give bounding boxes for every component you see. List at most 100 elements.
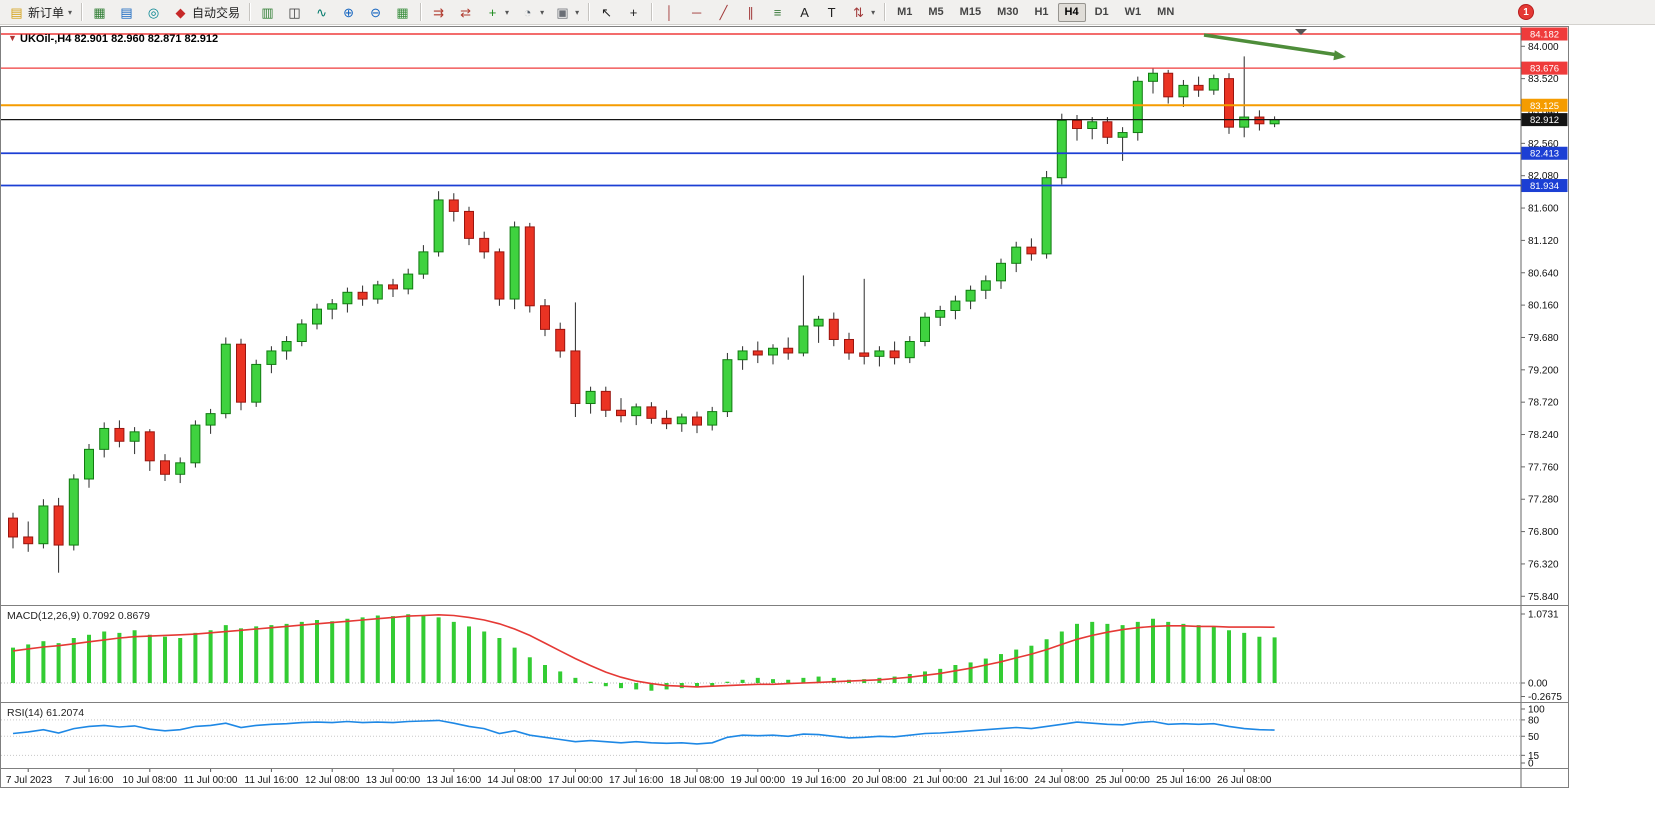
chart-window: 84.000 83.520 83.040 82.560 82.080 81.600 81.1… bbox=[0, 26, 1569, 788]
price-axis-label: 78.720 bbox=[1528, 398, 1559, 409]
label-tool-button[interactable]: T bbox=[818, 2, 845, 23]
templates-button[interactable]: ▣ ▾ bbox=[549, 2, 584, 23]
price-axis-label: 83.520 bbox=[1528, 74, 1559, 85]
macd-label: MACD(12,26,9) 0.7092 0.8679 bbox=[7, 610, 150, 622]
rsi-axis-label: 80 bbox=[1528, 715, 1540, 726]
macd-axis-label: -0.2675 bbox=[1528, 692, 1562, 703]
timeframe-d1-button[interactable]: D1 bbox=[1094, 6, 1109, 18]
time-axis-label: 20 Jul 08:00 bbox=[852, 775, 907, 786]
time-axis-label: 13 Jul 00:00 bbox=[366, 775, 421, 786]
indicators-icon: + bbox=[488, 4, 497, 20]
periods-button[interactable]: ◔ ▾ bbox=[514, 2, 549, 23]
time-axis-panel[interactable]: 7 Jul 2023 7 Jul 16:00 10 Jul 08:00 11 Jul … bbox=[1, 768, 1568, 788]
macd-indicator-panel[interactable]: 1.0731 0.00 -0.2675 MACD(12,26,9) 0.7092 0.… bbox=[1, 605, 1568, 703]
time-axis-label: 19 Jul 00:00 bbox=[731, 775, 786, 786]
line-chart-type-button[interactable]: ∿ bbox=[308, 2, 335, 23]
auto-trading-icon: ◆ bbox=[175, 4, 186, 20]
cursor-tool-button[interactable]: ↖ bbox=[593, 2, 620, 23]
timeframe-h1-button[interactable]: H1 bbox=[1034, 6, 1049, 18]
chart-title: ▼ UKOil-,H4 82.901 82.960 82.871 82.912 bbox=[8, 33, 218, 45]
market-watch-button[interactable]: ▤ bbox=[113, 2, 140, 23]
price-tag: 83.676 bbox=[1530, 64, 1559, 75]
main-toolbar: ▤ 新订单 ▾ ▦ ▤ ◎ ◆ 自动交易 ▥ ◫ ∿ ⊕ ⊖ ▦ ⇉ ⇄ + ▾ ◔ ▾ ▣ ▾ ↖ + │ ─ ╱ ∥ ≡ A T ⇅ ▾ M1… bbox=[0, 0, 1655, 25]
price-lines-layer[interactable]: 84.182 83.676 83.125 82.912 82.413 81.934 bbox=[1, 27, 1568, 193]
fibonacci-tool-button[interactable]: ≡ bbox=[764, 2, 791, 23]
macd-axis[interactable]: 1.0731 0.00 -0.2675 bbox=[1520, 606, 1562, 703]
time-axis-label: 12 Jul 08:00 bbox=[305, 775, 360, 786]
price-axis-label: 81.120 bbox=[1528, 236, 1559, 247]
vertical-line-tool-button[interactable]: │ bbox=[656, 2, 683, 23]
candlesticks-layer bbox=[8, 56, 1280, 573]
crosshair-tool-button[interactable]: + bbox=[620, 2, 647, 23]
time-axis-labels[interactable]: 7 Jul 2023 7 Jul 16:00 10 Jul 08:00 11 Jul … bbox=[6, 769, 1522, 788]
timeframe-m1-button[interactable]: M1 bbox=[897, 6, 913, 18]
periods-icon: ◔ bbox=[523, 4, 532, 20]
timeframe-m30-button[interactable]: M30 bbox=[997, 6, 1019, 18]
time-axis-label: 25 Jul 00:00 bbox=[1095, 775, 1150, 786]
macd-axis-label: 0.00 bbox=[1528, 679, 1548, 690]
price-axis-label: 81.600 bbox=[1528, 204, 1559, 215]
charts-button[interactable]: ▦ bbox=[86, 2, 113, 23]
new-order-button[interactable]: ▤ 新订单 ▾ bbox=[3, 2, 77, 23]
zoom-in-button[interactable]: ⊕ bbox=[335, 2, 362, 23]
crosshair-tool-icon: + bbox=[629, 4, 638, 20]
trendline-tool-button[interactable]: ╱ bbox=[710, 2, 737, 23]
macd-signal-line bbox=[12, 613, 1275, 688]
arrows-tool-button[interactable]: ⇅ ▾ bbox=[845, 2, 880, 23]
main-chart-canvas[interactable]: 84.000 83.520 83.040 82.560 82.080 81.600 81.1… bbox=[1, 27, 1568, 605]
price-axis-label: 75.840 bbox=[1528, 592, 1559, 603]
candlestick-type-icon: ◫ bbox=[288, 4, 301, 20]
bar-chart-type-button[interactable]: ▥ bbox=[254, 2, 281, 23]
time-axis-label: 11 Jul 16:00 bbox=[245, 775, 299, 786]
new-order-icon: ▤ bbox=[10, 4, 23, 20]
time-axis-label: 14 Jul 08:00 bbox=[487, 775, 542, 786]
timeframe-h4-button[interactable]: H4 bbox=[1057, 2, 1086, 22]
channel-tool-button[interactable]: ∥ bbox=[737, 2, 764, 23]
zoom-out-button[interactable]: ⊖ bbox=[362, 2, 389, 23]
line-chart-type-icon: ∿ bbox=[316, 4, 327, 20]
toolbar-separator bbox=[420, 3, 422, 21]
macd-canvas[interactable]: 1.0731 0.00 -0.2675 MACD(12,26,9) 0.7092 0.… bbox=[1, 606, 1568, 703]
text-tool-button[interactable]: A bbox=[791, 2, 818, 23]
price-tag: 83.125 bbox=[1530, 101, 1559, 112]
price-axis-label: 80.640 bbox=[1528, 268, 1559, 279]
navigator-button[interactable]: ◎ bbox=[140, 2, 167, 23]
price-axis-label: 79.680 bbox=[1528, 333, 1559, 344]
indicators-button[interactable]: + ▾ bbox=[479, 2, 514, 23]
horizontal-line-tool-button[interactable]: ─ bbox=[683, 2, 710, 23]
timeframe-mn-button[interactable]: MN bbox=[1157, 6, 1175, 18]
new-order-label: 新订单 bbox=[28, 5, 65, 20]
main-chart-panel[interactable]: 84.000 83.520 83.040 82.560 82.080 81.600 81.1… bbox=[1, 27, 1568, 605]
fibonacci-tool-icon: ≡ bbox=[773, 4, 782, 20]
tile-windows-button[interactable]: ▦ bbox=[389, 2, 416, 23]
price-axis-label: 76.320 bbox=[1528, 559, 1559, 570]
caret-down-icon: ▾ bbox=[871, 7, 876, 17]
chart-shift-button[interactable]: ⇄ bbox=[452, 2, 479, 23]
rsi-axis-label: 0 bbox=[1528, 759, 1534, 770]
macd-axis-label: 1.0731 bbox=[1528, 609, 1559, 620]
auto-trading-button[interactable]: ◆ 自动交易 bbox=[167, 2, 245, 23]
chart-shift-marker[interactable] bbox=[1295, 29, 1307, 35]
timeframe-m15-button[interactable]: M15 bbox=[959, 6, 982, 18]
auto-scroll-button[interactable]: ⇉ bbox=[425, 2, 452, 23]
price-axis-label: 83.040 bbox=[1528, 106, 1559, 117]
caret-down-icon: ▾ bbox=[540, 7, 545, 17]
time-axis-label: 17 Jul 16:00 bbox=[609, 775, 664, 786]
label-tool-icon: T bbox=[827, 4, 836, 20]
trend-arrow-annotation[interactable] bbox=[1203, 33, 1346, 61]
time-axis-canvas[interactable]: 7 Jul 2023 7 Jul 16:00 10 Jul 08:00 11 Jul … bbox=[1, 769, 1568, 788]
time-axis-label: 24 Jul 08:00 bbox=[1035, 775, 1090, 786]
time-axis-label: 21 Jul 00:00 bbox=[913, 775, 968, 786]
timeframe-w1-button[interactable]: W1 bbox=[1124, 6, 1142, 18]
candlestick-type-button[interactable]: ◫ bbox=[281, 2, 308, 23]
rsi-indicator-panel[interactable]: 100 80 50 15 0 RSI(14) 61.2074 bbox=[1, 702, 1568, 769]
notification-badge[interactable]: 1 bbox=[1518, 4, 1534, 20]
charts-icon: ▦ bbox=[93, 4, 106, 20]
price-tag: 82.912 bbox=[1530, 115, 1559, 126]
price-axis[interactable]: 84.000 83.520 83.040 82.560 82.080 81.600 81.1… bbox=[1520, 27, 1559, 605]
auto-scroll-icon: ⇉ bbox=[433, 4, 444, 20]
timeframe-m5-button[interactable]: M5 bbox=[928, 6, 944, 18]
toolbar-separator bbox=[249, 3, 251, 21]
